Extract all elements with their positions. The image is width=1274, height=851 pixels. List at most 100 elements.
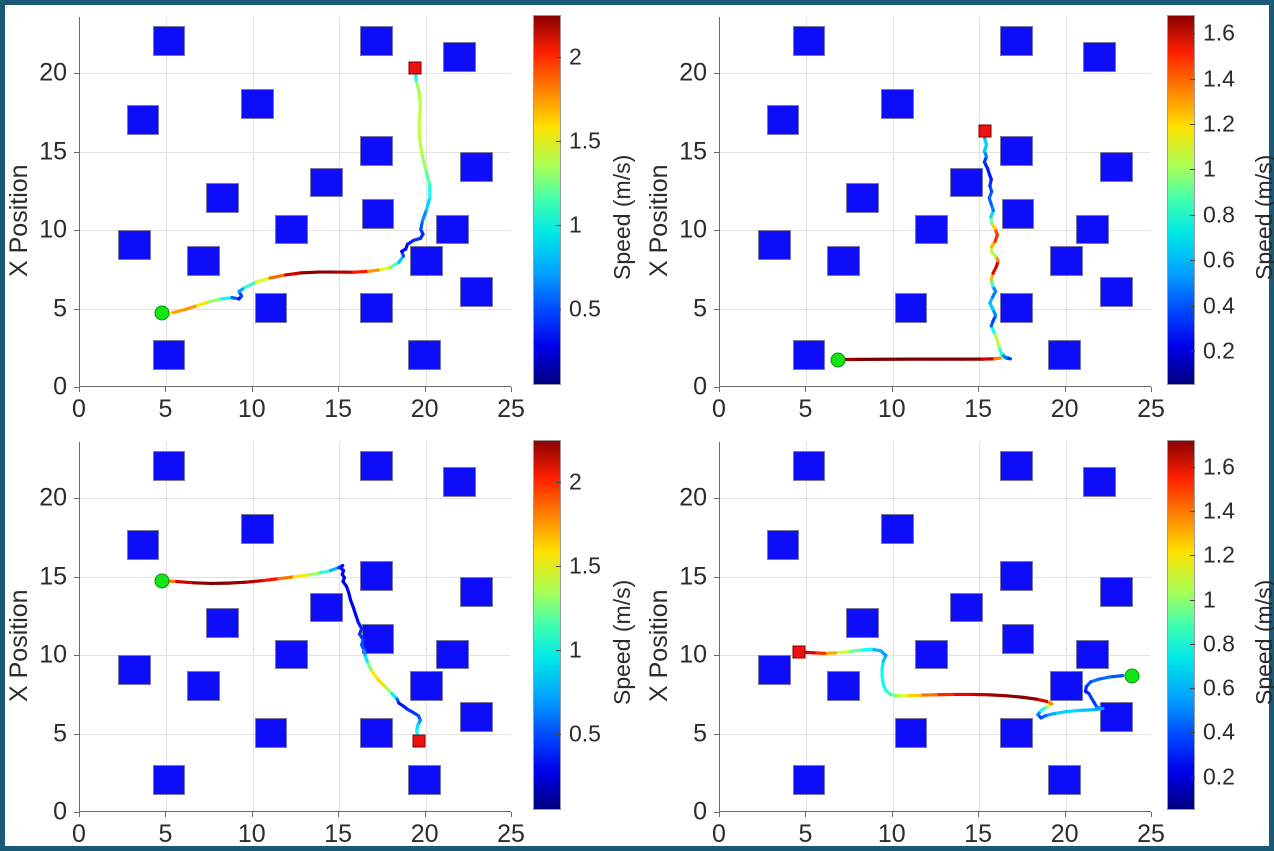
colorbar-tick bbox=[1190, 169, 1195, 171]
trajectory-segment bbox=[254, 276, 272, 284]
obstacle-rect bbox=[1100, 702, 1133, 733]
y-axis-tick-label: 15 bbox=[679, 562, 707, 591]
x-axis-tick bbox=[891, 387, 893, 392]
trajectory-segment bbox=[268, 273, 288, 280]
obstacle-rect bbox=[359, 717, 393, 748]
obstacle-rect bbox=[460, 277, 493, 308]
colorbar-tick-label: 1.6 bbox=[1203, 453, 1235, 480]
gridline-vertical bbox=[892, 17, 894, 386]
obstacle-rect bbox=[359, 451, 393, 482]
obstacle-rect bbox=[460, 576, 493, 607]
trajectory-segment bbox=[1003, 694, 1024, 699]
x-axis-tick-label: 5 bbox=[158, 820, 173, 848]
obstacle-rect bbox=[827, 670, 860, 701]
obstacle-rect bbox=[275, 639, 309, 670]
obstacle-rect bbox=[359, 26, 393, 57]
gridline-horizontal bbox=[80, 151, 511, 153]
y-axis-tick-label: 0 bbox=[53, 797, 67, 826]
x-axis-tick-label: 20 bbox=[1050, 395, 1079, 423]
y-axis-tick-label: 10 bbox=[39, 215, 67, 244]
obstacle-rect bbox=[758, 655, 791, 685]
y-axis-title: X Position bbox=[645, 589, 673, 702]
colorbar bbox=[1167, 15, 1195, 385]
x-axis-tick-label: 0 bbox=[712, 820, 726, 848]
trajectory-segment bbox=[261, 577, 281, 583]
x-axis-tick-label: 0 bbox=[712, 395, 726, 423]
obstacle-rect bbox=[999, 292, 1033, 323]
colorbar-tick-label: 0.2 bbox=[1203, 337, 1235, 364]
trajectory-segment bbox=[284, 271, 303, 277]
colorbar-tick bbox=[556, 734, 561, 736]
trajectory-segment bbox=[427, 181, 432, 199]
colorbar-tick bbox=[556, 482, 561, 484]
colorbar-tick-label: 1.4 bbox=[1203, 497, 1235, 524]
trajectory-segment bbox=[846, 648, 862, 654]
x-axis-tick bbox=[79, 387, 80, 392]
gridline-vertical bbox=[979, 17, 981, 386]
gridline-vertical bbox=[806, 17, 808, 386]
colorbar-tick bbox=[1190, 466, 1195, 468]
x-axis-tick bbox=[891, 812, 893, 817]
gridline-vertical bbox=[339, 17, 341, 386]
y-axis-tick-label: 15 bbox=[39, 562, 67, 591]
obstacle-rect bbox=[187, 670, 220, 701]
y-axis-tick-label: 5 bbox=[53, 294, 67, 323]
trajectory-segment bbox=[318, 568, 333, 575]
trajectory-segment bbox=[306, 571, 322, 577]
obstacle-rect bbox=[792, 451, 826, 482]
trajectory-segment bbox=[424, 195, 432, 212]
obstacle-rect bbox=[309, 167, 343, 198]
x-axis-tick bbox=[805, 387, 807, 392]
y-axis-tick bbox=[74, 387, 79, 388]
trajectory-segment bbox=[227, 580, 248, 585]
obstacle-rect bbox=[915, 639, 949, 670]
y-axis-tick bbox=[714, 498, 719, 500]
colorbar-tick-label: 0.5 bbox=[569, 720, 601, 747]
start-marker bbox=[154, 305, 170, 321]
x-axis-tick bbox=[424, 812, 426, 817]
x-axis-tick-label: 0 bbox=[72, 820, 86, 848]
colorbar-tick-label: 1.5 bbox=[569, 552, 601, 579]
colorbar-tick bbox=[1190, 643, 1195, 645]
plot-inner bbox=[80, 442, 511, 811]
x-axis-tick-label: 25 bbox=[1137, 395, 1165, 423]
trajectory-segment bbox=[1020, 695, 1038, 701]
colorbar-tick-label: 1 bbox=[569, 211, 582, 238]
trajectory-segment bbox=[351, 269, 371, 274]
colorbar bbox=[1167, 440, 1195, 810]
gridline-horizontal bbox=[720, 498, 1151, 500]
obstacle-rect bbox=[152, 451, 186, 482]
obstacle-rect bbox=[999, 717, 1033, 748]
y-axis-tick bbox=[74, 655, 79, 657]
gridline-vertical bbox=[892, 442, 894, 811]
colorbar-tick-label: 0.5 bbox=[569, 295, 601, 322]
x-axis-tick bbox=[805, 812, 807, 817]
x-axis-tick bbox=[511, 812, 512, 817]
goal-marker bbox=[408, 61, 422, 75]
x-axis-tick bbox=[1064, 387, 1066, 392]
trajectory-segment bbox=[292, 573, 310, 579]
colorbar-tick bbox=[1190, 732, 1195, 734]
x-axis-tick-label: 10 bbox=[877, 820, 906, 848]
x-axis-tick bbox=[165, 387, 167, 392]
plot-area-panel-bottom-left bbox=[79, 442, 511, 812]
colorbar-tick-label: 1 bbox=[569, 636, 582, 663]
y-axis-tick-label: 0 bbox=[693, 797, 707, 826]
obstacle-rect bbox=[758, 230, 791, 260]
obstacle-rect bbox=[949, 592, 983, 623]
gridline-vertical bbox=[425, 442, 427, 811]
obstacle-rect bbox=[359, 561, 393, 591]
trajectory-path bbox=[160, 563, 423, 744]
y-axis-tick-label: 10 bbox=[679, 215, 707, 244]
x-axis-tick-label: 15 bbox=[964, 820, 993, 848]
x-axis-tick bbox=[79, 812, 80, 817]
x-axis-tick bbox=[165, 812, 167, 817]
obstacle-rect bbox=[999, 561, 1033, 591]
obstacle-rect bbox=[442, 467, 476, 497]
obstacle-rect bbox=[118, 230, 151, 260]
x-axis-tick bbox=[1151, 387, 1152, 392]
trajectory-segment bbox=[183, 303, 200, 311]
obstacle-rect bbox=[126, 529, 160, 560]
x-axis-tick-label: 20 bbox=[1050, 820, 1079, 848]
